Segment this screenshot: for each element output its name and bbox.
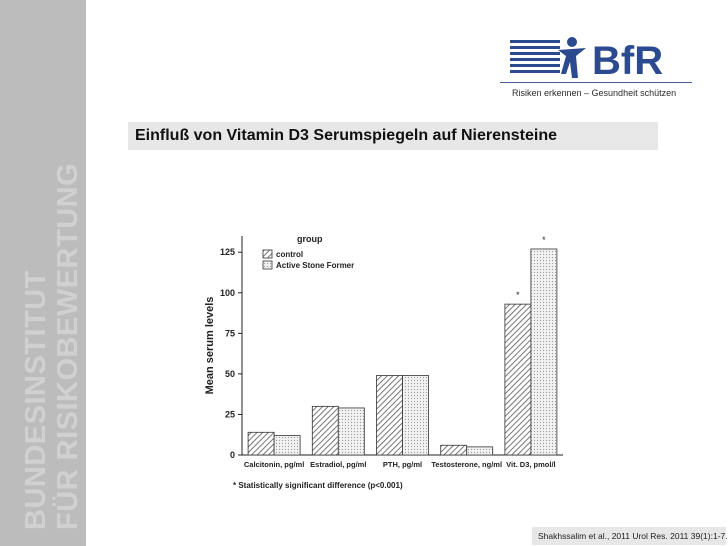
y-tick-label: 75 — [225, 328, 235, 338]
x-tick-label: Vit. D3, pmol/l — [506, 460, 555, 469]
x-tick-label: Estradiol, pg/ml — [310, 460, 366, 469]
legend-label: Active Stone Former — [276, 261, 354, 270]
institute-name: BUNDESINSTITUT FÜR RISIKOBEWERTUNG — [20, 163, 84, 530]
logo-stripes-icon — [510, 40, 560, 73]
x-tick-label: Testosterone, ng/ml — [431, 460, 502, 469]
logo-tagline: Risiken erkennen – Gesundheit schützen — [512, 88, 677, 98]
logo-divider — [500, 82, 692, 83]
y-tick-label: 125 — [220, 247, 235, 257]
slide-title: Einfluß von Vitamin D3 Serumspiegeln auf… — [135, 127, 558, 144]
significance-marker: * — [542, 235, 546, 245]
bar-control — [504, 303, 532, 456]
institute-name-line1: BUNDESINSTITUT — [20, 270, 52, 530]
logo-figure-icon — [558, 37, 586, 78]
y-tick-label: 25 — [225, 409, 235, 419]
bar-active-stone-former — [273, 435, 301, 456]
bfr-logo: BfR — [510, 37, 663, 83]
bar-active-stone-former — [337, 407, 365, 456]
x-tick-label: PTH, pg/ml — [383, 460, 422, 469]
bar-control — [247, 431, 275, 456]
bar-active-stone-former — [402, 375, 429, 456]
significance-marker: * — [516, 290, 520, 300]
y-axis-title: Mean serum levels — [204, 297, 216, 395]
bar-chart: 0 25 50 75 100 125 Mean serum levels Calcitonin… — [204, 234, 563, 490]
bar-active-stone-former — [466, 446, 494, 456]
x-tick-label: Calcitonin, pg/ml — [244, 460, 304, 469]
institute-sidebar: BUNDESINSTITUT FÜR RISIKOBEWERTUNG — [0, 0, 86, 546]
chart-footnote: * Statistically significant difference (… — [233, 481, 403, 490]
title-bar — [128, 122, 658, 150]
bar-active-stone-former — [530, 248, 558, 456]
legend-swatch-active-stone-former — [262, 260, 273, 270]
y-tick-label: 100 — [220, 288, 235, 298]
y-tick-label: 0 — [230, 450, 235, 460]
bar-control — [440, 444, 468, 456]
institute-name-line2: FÜR RISIKOBEWERTUNG — [52, 162, 84, 530]
citation: Shakhssalim et al., 2011 Urol Res. 2011 … — [532, 527, 728, 545]
legend-label: control — [276, 250, 303, 259]
y-tick-label: 50 — [225, 369, 235, 379]
bar-control — [311, 405, 339, 456]
bar-control — [376, 375, 403, 456]
legend-swatch-control — [262, 249, 273, 259]
legend-title: group — [297, 234, 323, 244]
logo-wordmark: BfR — [592, 39, 663, 83]
